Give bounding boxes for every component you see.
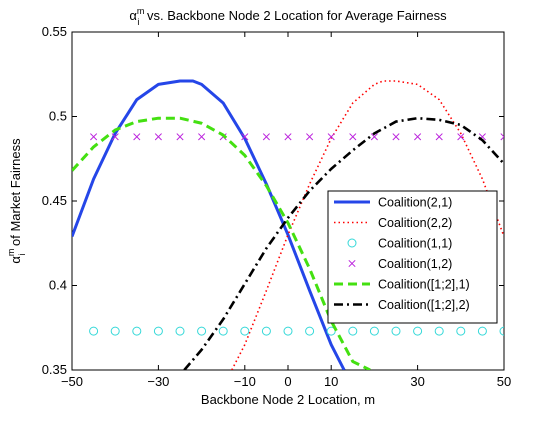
legend-label: Coalition([1;2],2) bbox=[378, 298, 470, 312]
legend-box bbox=[327, 190, 498, 324]
series-3 bbox=[90, 133, 504, 141]
data-point bbox=[456, 326, 466, 336]
data-point bbox=[90, 133, 98, 141]
data-point bbox=[240, 326, 250, 336]
data-point bbox=[111, 133, 119, 141]
chart-title: αm i vs. Backbone Node 2 Location for Ave… bbox=[129, 6, 447, 27]
legend-item: Coalition([1;2],1) bbox=[334, 278, 470, 292]
data-point bbox=[132, 326, 142, 336]
data-point bbox=[413, 326, 423, 336]
y-tick-label: 0.5 bbox=[49, 109, 67, 124]
series-5 bbox=[183, 116, 504, 370]
data-point bbox=[500, 133, 504, 141]
y-tick-label: 0.4 bbox=[49, 278, 67, 293]
data-point bbox=[110, 326, 120, 336]
data-point bbox=[241, 133, 249, 141]
legend-label: Coalition(1,2) bbox=[378, 257, 452, 271]
data-point bbox=[197, 326, 207, 336]
y-axis-label: αmi of Market Fairness bbox=[6, 138, 27, 264]
series-line bbox=[72, 79, 346, 370]
series-line bbox=[183, 116, 504, 370]
x-tick-label: −10 bbox=[234, 374, 256, 389]
data-point bbox=[154, 133, 162, 141]
data-point bbox=[218, 326, 228, 336]
data-point bbox=[262, 133, 270, 141]
legend-item: Coalition([1;2],2) bbox=[334, 298, 470, 312]
x-tick-label: 10 bbox=[324, 374, 338, 389]
x-tick-label: 50 bbox=[497, 374, 511, 389]
x-tick-label: 30 bbox=[410, 374, 424, 389]
data-point bbox=[327, 133, 335, 141]
legend: Coalition(2,1) Coalition(2,2) Coalition(1,… bbox=[327, 190, 498, 324]
data-point bbox=[198, 133, 206, 141]
legend-label: Coalition(2,2) bbox=[378, 216, 452, 230]
data-point bbox=[392, 133, 400, 141]
legend-label: Coalition([1;2],1) bbox=[378, 278, 470, 292]
data-point bbox=[261, 326, 271, 336]
data-point bbox=[348, 326, 358, 336]
data-point bbox=[414, 133, 422, 141]
data-point bbox=[175, 326, 185, 336]
series-4 bbox=[72, 116, 371, 370]
y-tick-label: 0.35 bbox=[42, 362, 67, 377]
data-point bbox=[133, 133, 141, 141]
data-point bbox=[305, 326, 315, 336]
data-point bbox=[349, 133, 357, 141]
legend-item: Coalition(1,1) bbox=[347, 237, 452, 251]
x-tick-label: −50 bbox=[61, 374, 83, 389]
legend-swatch bbox=[347, 238, 357, 248]
data-point bbox=[176, 133, 184, 141]
data-point bbox=[434, 326, 444, 336]
data-point bbox=[306, 133, 314, 141]
legend-item: Coalition(2,2) bbox=[334, 216, 452, 230]
y-tick-label: 0.45 bbox=[42, 193, 67, 208]
legend-item: Coalition(2,1) bbox=[334, 196, 452, 210]
legend-label: Coalition(1,1) bbox=[378, 237, 452, 251]
data-point bbox=[284, 133, 292, 141]
data-point bbox=[391, 326, 401, 336]
series-line bbox=[72, 116, 371, 370]
y-tick-label: 0.55 bbox=[42, 24, 67, 39]
data-point bbox=[477, 326, 487, 336]
x-tick-label: 0 bbox=[284, 374, 291, 389]
data-point bbox=[435, 133, 443, 141]
data-point bbox=[283, 326, 293, 336]
data-point bbox=[369, 326, 379, 336]
series-2 bbox=[89, 326, 504, 336]
data-point bbox=[153, 326, 163, 336]
x-axis-label: Backbone Node 2 Location, m bbox=[201, 392, 375, 407]
legend-label: Coalition(2,1) bbox=[378, 196, 452, 210]
legend-swatch bbox=[348, 259, 356, 268]
x-tick-label: −30 bbox=[147, 374, 169, 389]
legend-item: Coalition(1,2) bbox=[348, 257, 452, 271]
data-point bbox=[499, 326, 504, 336]
data-point bbox=[370, 133, 378, 141]
data-point bbox=[89, 326, 99, 336]
data-point bbox=[457, 133, 465, 141]
series-0 bbox=[72, 79, 346, 370]
